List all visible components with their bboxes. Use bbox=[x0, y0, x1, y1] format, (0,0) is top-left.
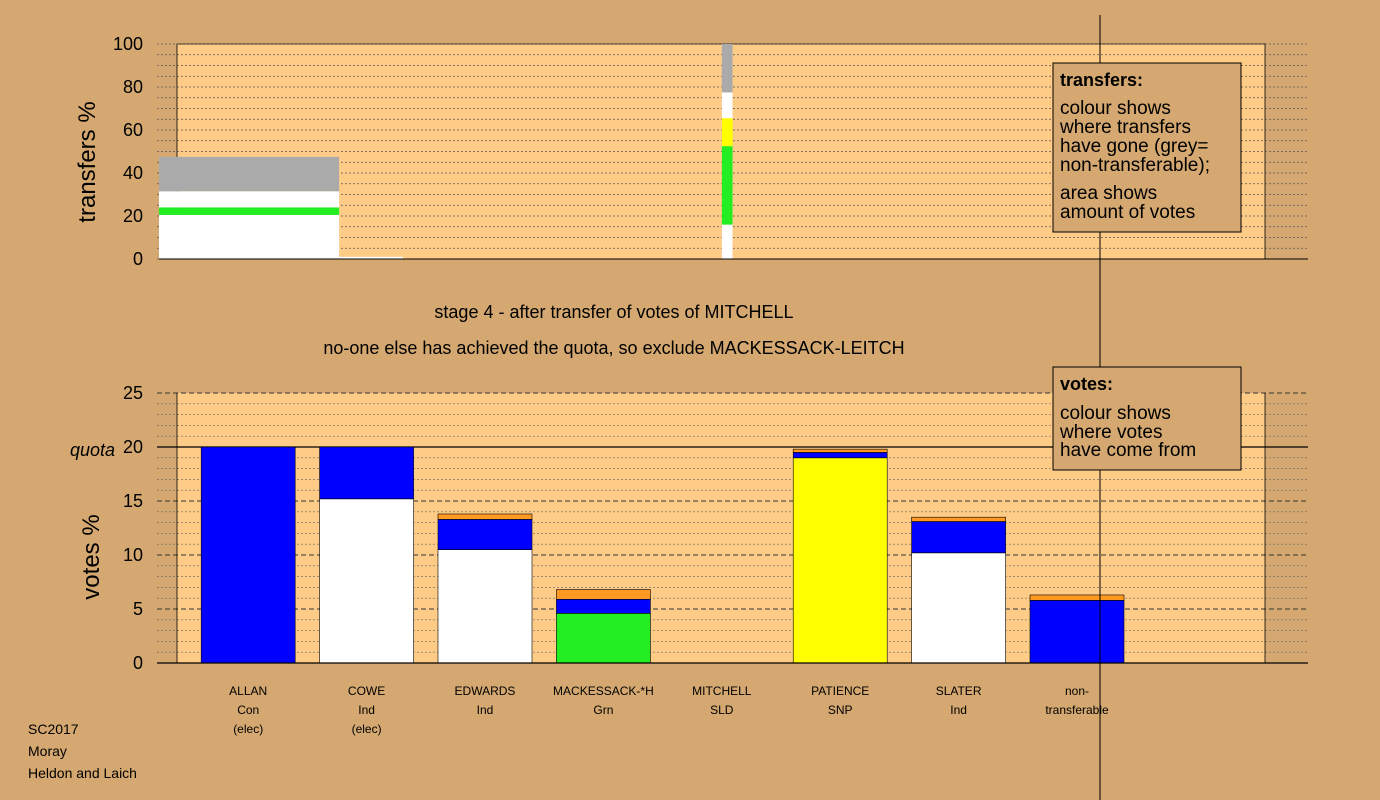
vote-segment-white bbox=[911, 552, 1006, 664]
vote-segment-orange bbox=[792, 448, 888, 453]
votes-legend-box bbox=[1052, 366, 1242, 471]
transfers-legend-line-1: colour shows bbox=[1060, 98, 1171, 119]
transfer-segment-white bbox=[721, 92, 733, 119]
votes-legend: votes: colour shows where votes have com… bbox=[1052, 366, 1242, 471]
vote-segment-blue bbox=[792, 452, 888, 459]
votes-tick-label: 20 bbox=[123, 437, 143, 457]
votes-tick-label: 0 bbox=[133, 653, 143, 673]
transfer-segment-yellow bbox=[721, 118, 733, 147]
candidate-name: MITCHELL bbox=[692, 684, 752, 698]
vote-segment-white bbox=[319, 498, 414, 664]
footer-election: SC2017 bbox=[28, 721, 79, 737]
candidate-status: (elec) bbox=[352, 722, 382, 736]
transfers-legend-line-3: have gone (grey= bbox=[1060, 136, 1208, 157]
stage-note: no-one else has achieved the quota, so e… bbox=[323, 338, 904, 358]
transfer-segment-green bbox=[159, 207, 340, 215]
vote-segment-orange bbox=[437, 513, 533, 520]
vote-segment-orange bbox=[556, 589, 651, 600]
votes-legend-title: votes: bbox=[1060, 374, 1113, 394]
transfers-legend-box bbox=[1052, 62, 1242, 233]
footer-council: Moray bbox=[28, 743, 67, 759]
transfers-tick-label: 20 bbox=[123, 206, 143, 226]
vote-segment-blue bbox=[911, 521, 1006, 554]
vote-segment-blue bbox=[319, 446, 414, 500]
votes-tick-label: 25 bbox=[123, 383, 143, 403]
vote-segment-blue bbox=[200, 446, 296, 664]
candidate-party: SLD bbox=[710, 703, 734, 717]
votes-tick-label: 5 bbox=[133, 599, 143, 619]
candidate-party: Ind bbox=[950, 703, 967, 717]
votes-legend-line-3: have come from bbox=[1060, 440, 1196, 461]
vote-segment-orange bbox=[1029, 594, 1125, 601]
votes-legend-line-1: colour shows bbox=[1060, 403, 1171, 424]
transfer-segment-white bbox=[159, 214, 340, 259]
candidate-name: ALLAN bbox=[229, 684, 267, 698]
vote-segment-blue bbox=[1029, 600, 1125, 664]
transfer-segment-white bbox=[721, 224, 733, 259]
transfer-segment-grey bbox=[159, 156, 340, 192]
candidate-party: transferable bbox=[1045, 703, 1109, 717]
transfers-tick-label: 60 bbox=[123, 120, 143, 140]
votes-axis-title: votes % bbox=[78, 514, 105, 599]
candidate-name: SLATER bbox=[936, 684, 982, 698]
candidate-name: non- bbox=[1065, 684, 1089, 698]
footer-ward: Heldon and Laich bbox=[28, 765, 137, 781]
transfers-tick-label: 40 bbox=[123, 163, 143, 183]
transfers-legend: transfers: colour shows where transfers … bbox=[1052, 62, 1242, 233]
transfers-legend-line-6: amount of votes bbox=[1060, 202, 1195, 223]
vote-segment-orange bbox=[911, 516, 1006, 522]
votes-tick-label: 15 bbox=[123, 491, 143, 511]
transfer-segment-grey bbox=[721, 44, 733, 93]
candidate-party: Grn bbox=[593, 703, 613, 717]
stage-title: stage 4 - after transfer of votes of MIT… bbox=[434, 302, 793, 322]
transfers-legend-line-4: non-transferable); bbox=[1060, 155, 1210, 176]
candidate-party: Con bbox=[237, 703, 259, 717]
candidate-name: PATIENCE bbox=[811, 684, 869, 698]
transfer-segment-white bbox=[339, 256, 404, 259]
transfers-tick-label: 100 bbox=[113, 34, 143, 54]
vote-segment-blue bbox=[437, 519, 533, 550]
candidate-party: Ind bbox=[477, 703, 494, 717]
transfers-legend-line-5: area shows bbox=[1060, 183, 1157, 204]
votes-legend-line-2: where votes bbox=[1059, 422, 1162, 443]
transfer-segment-green bbox=[721, 146, 733, 225]
transfers-legend-line-2: where transfers bbox=[1059, 117, 1191, 138]
candidate-party: Ind bbox=[358, 703, 375, 717]
transfers-axis-title: transfers % bbox=[74, 101, 101, 222]
quota-label: quota bbox=[70, 440, 115, 460]
candidate-name: MACKESSACK-*H bbox=[553, 684, 654, 698]
vote-segment-blue bbox=[556, 598, 651, 614]
transfers-tick-label: 0 bbox=[133, 249, 143, 269]
vote-segment-green bbox=[556, 613, 651, 664]
transfers-tick-label: 80 bbox=[123, 77, 143, 97]
vote-segment-yellow bbox=[792, 457, 888, 664]
transfers-legend-title: transfers: bbox=[1060, 70, 1143, 90]
candidate-party: SNP bbox=[828, 703, 853, 717]
vote-segment-white bbox=[437, 549, 533, 664]
candidate-status: (elec) bbox=[233, 722, 263, 736]
votes-tick-label: 10 bbox=[123, 545, 143, 565]
candidate-name: EDWARDS bbox=[455, 684, 516, 698]
transfer-segment-white bbox=[159, 191, 340, 208]
candidate-name: COWE bbox=[348, 684, 385, 698]
